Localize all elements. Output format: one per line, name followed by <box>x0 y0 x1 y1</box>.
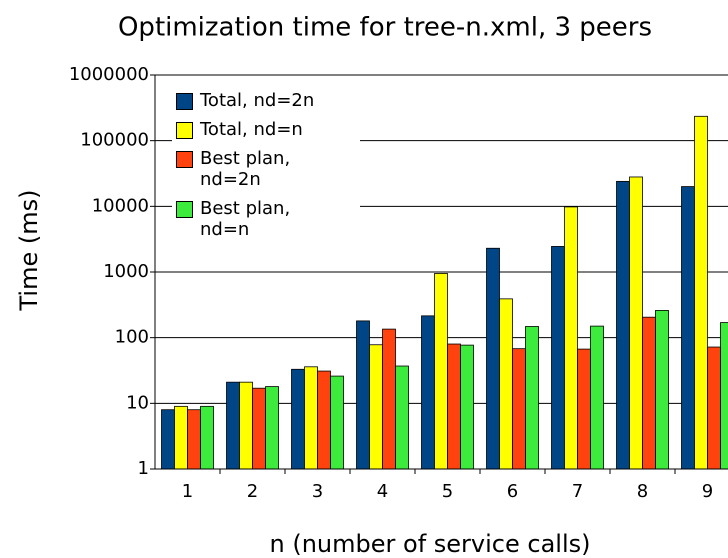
legend-label: Total, nd=2n <box>200 90 315 111</box>
bar <box>382 328 396 470</box>
x-tick-label: 7 <box>572 481 583 502</box>
bar <box>200 405 214 470</box>
x-tick-label: 9 <box>702 481 713 502</box>
bar <box>642 316 656 470</box>
bar <box>525 326 539 470</box>
bar <box>330 375 344 470</box>
legend-entry: Best plan, nd=2n <box>176 148 356 190</box>
bar <box>226 381 240 470</box>
x-tick-label: 8 <box>637 481 648 502</box>
legend-entry: Best plan, nd=n <box>176 198 356 240</box>
bar <box>369 344 383 470</box>
y-tick-label: 1000 <box>103 261 149 282</box>
bar <box>681 186 695 470</box>
x-tick-label: 4 <box>377 481 388 502</box>
legend-entry: Total, nd=2n <box>176 90 356 111</box>
bar <box>356 320 370 470</box>
x-tick-label: 3 <box>312 481 323 502</box>
bar <box>239 381 253 470</box>
y-tick-label: 100 <box>115 327 149 348</box>
legend-swatch <box>176 122 193 139</box>
x-tick-label: 2 <box>247 481 258 502</box>
legend-swatch <box>176 93 193 110</box>
bar <box>694 115 708 470</box>
bar <box>187 409 201 470</box>
bar <box>707 346 721 470</box>
bar <box>265 386 279 470</box>
legend-label: Best plan, nd=2n <box>200 148 291 190</box>
bar <box>590 325 604 470</box>
bar <box>720 322 728 470</box>
y-tick-label: 1 <box>138 458 149 479</box>
x-tick-label: 1 <box>182 481 193 502</box>
chart-title: Optimization time for tree-n.xml, 3 peer… <box>118 13 652 43</box>
bar <box>512 348 526 470</box>
bar <box>551 246 565 470</box>
bar <box>629 176 643 470</box>
bar <box>252 387 266 470</box>
bar <box>434 273 448 470</box>
bar <box>460 344 474 470</box>
x-axis-label: n (number of service calls) <box>270 530 591 558</box>
y-tick-label: 10 <box>126 392 149 413</box>
legend-swatch <box>176 201 193 218</box>
legend-label: Best plan, nd=n <box>200 198 291 240</box>
bar <box>616 180 630 470</box>
bar <box>174 405 188 470</box>
x-tick-label: 5 <box>442 481 453 502</box>
legend-entry: Total, nd=n <box>176 119 356 140</box>
y-tick-label: 100000 <box>80 130 149 151</box>
legend: Total, nd=2n Total, nd=n Best plan, nd=2n B… <box>172 88 360 254</box>
bar <box>161 409 175 470</box>
bar <box>317 370 331 470</box>
bar <box>447 343 461 470</box>
bar <box>486 247 500 470</box>
bar <box>655 310 669 470</box>
legend-label: Total, nd=n <box>200 119 303 140</box>
y-tick-label: 10000 <box>92 195 149 216</box>
bar <box>421 315 435 470</box>
x-tick-label: 6 <box>507 481 518 502</box>
y-tick-label: 1000000 <box>69 64 149 85</box>
y-axis-label: Time (ms) <box>15 190 43 312</box>
bar <box>395 365 409 470</box>
bar <box>564 206 578 470</box>
bar <box>304 366 318 470</box>
legend-swatch <box>176 151 193 168</box>
bar <box>499 298 513 470</box>
bar <box>291 368 305 470</box>
bar <box>577 348 591 470</box>
